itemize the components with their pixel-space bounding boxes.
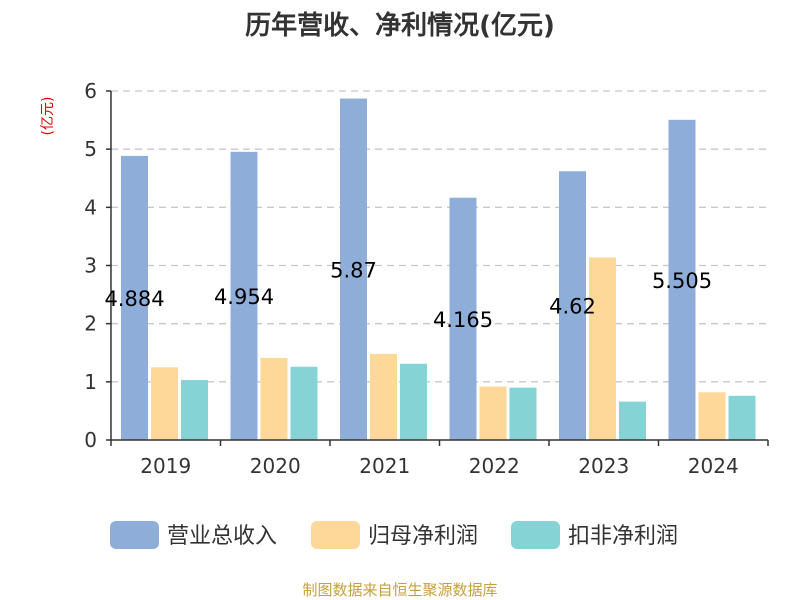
y-tick-label: 0 xyxy=(84,428,97,452)
legend-label: 归母净利润 xyxy=(368,524,478,549)
data-label: 4.165 xyxy=(433,308,493,332)
chart-title: 历年营收、净利情况(亿元) xyxy=(245,10,555,41)
x-tick-label: 2023 xyxy=(578,454,629,478)
bar-2-2020 xyxy=(290,366,318,440)
bar-2-2021 xyxy=(400,363,427,440)
bar-2-2023 xyxy=(619,401,646,440)
data-label: 4.884 xyxy=(104,287,164,311)
y-tick-label: 4 xyxy=(84,195,97,219)
legend-label: 扣非净利润 xyxy=(568,524,678,549)
bar-1-2023 xyxy=(589,257,616,440)
legend: 营业总收入 归母净利润 扣非净利润 xyxy=(110,521,678,549)
data-label: 5.505 xyxy=(652,269,712,293)
x-tick-label: 2024 xyxy=(688,454,739,478)
data-label: 5.87 xyxy=(330,258,377,282)
bar-2-2024 xyxy=(728,395,756,440)
bars xyxy=(121,98,756,440)
legend-swatch xyxy=(311,521,360,549)
bar-0-2019 xyxy=(121,155,148,440)
bar-2-2019 xyxy=(181,380,208,440)
legend-swatch xyxy=(511,521,560,549)
x-tick-label: 2021 xyxy=(359,454,410,478)
bar-0-2022 xyxy=(449,197,477,440)
legend-swatch xyxy=(110,521,159,549)
bar-1-2022 xyxy=(479,386,507,440)
bar-0-2024 xyxy=(668,119,696,440)
bar-0-2023 xyxy=(559,171,586,440)
x-tick-label: 2019 xyxy=(140,454,191,478)
x-tick-label: 2022 xyxy=(469,454,520,478)
bar-0-2020 xyxy=(230,151,258,440)
y-tick-label: 3 xyxy=(84,254,97,278)
bar-1-2024 xyxy=(698,392,726,440)
y-unit-label: (亿元) xyxy=(40,97,56,136)
bar-0-2021 xyxy=(340,98,367,440)
y-tick-label: 6 xyxy=(84,79,97,103)
y-tick-label: 2 xyxy=(84,312,97,336)
data-label: 4.954 xyxy=(214,285,274,309)
grid-lines xyxy=(111,90,768,383)
bar-1-2021 xyxy=(370,353,397,440)
bar-1-2020 xyxy=(260,357,288,440)
bar-2-2022 xyxy=(509,387,537,440)
bar-1-2019 xyxy=(151,367,178,440)
y-tick-label: 5 xyxy=(84,137,97,161)
legend-label: 营业总收入 xyxy=(167,524,277,549)
data-labels: 4.884 4.954 5.87 4.165 4.62 5.505 xyxy=(104,258,712,332)
y-tick-label: 1 xyxy=(84,370,97,394)
source-note: 制图数据来自恒生聚源数据库 xyxy=(302,581,497,599)
x-axis: 2019 2020 2021 2022 2023 2024 xyxy=(110,439,769,478)
data-label: 4.62 xyxy=(549,295,596,319)
x-tick-label: 2020 xyxy=(250,454,301,478)
y-axis: 0 1 2 3 4 5 6 xyxy=(84,79,112,452)
